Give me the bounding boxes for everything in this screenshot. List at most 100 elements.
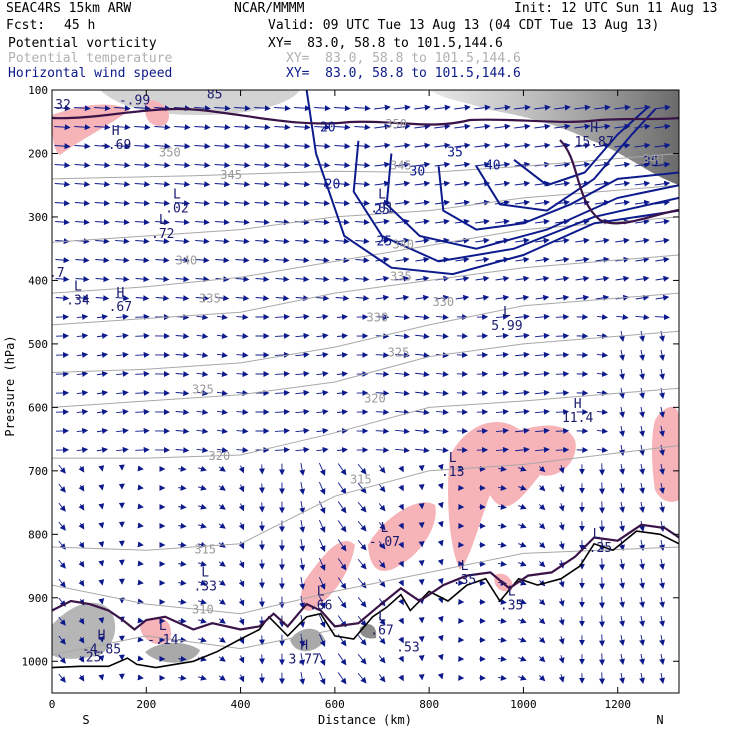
- wind-vector: [318, 595, 326, 609]
- wind-vector: [599, 653, 606, 666]
- forecast-label: Fcst:: [6, 18, 46, 33]
- wind-vector: [336, 333, 349, 339]
- wind-vector: [175, 447, 190, 454]
- wind-vector: [555, 351, 570, 358]
- wind-vector: [235, 276, 250, 283]
- wind-vector: [114, 143, 131, 150]
- pv-extremum-value: .13: [441, 465, 464, 480]
- wind-vector: [299, 463, 306, 476]
- y-tick-label: 100: [28, 84, 48, 97]
- wind-vector: [639, 349, 645, 361]
- theta-label: 330: [432, 295, 454, 309]
- wind-vector: [554, 104, 571, 111]
- wind-vector: [355, 257, 370, 264]
- wind-vector: [194, 200, 211, 207]
- wind-vector: [236, 409, 249, 416]
- wind-vector: [495, 332, 509, 339]
- wind-vector: [58, 464, 66, 474]
- wind-vector: [295, 408, 310, 415]
- wind-vector: [415, 314, 430, 321]
- theta-isentrope: [52, 292, 679, 373]
- wind-vector: [454, 180, 471, 187]
- endpoint-north: N: [656, 713, 663, 727]
- wind-vector: [336, 447, 349, 453]
- wind-vector: [596, 390, 609, 396]
- wind-vector: [514, 123, 531, 130]
- wind-vector: [235, 238, 250, 245]
- wind-vector: [337, 672, 347, 685]
- pv-extremum-symbol: H: [116, 286, 124, 301]
- wind-vector: [415, 218, 430, 225]
- wind-vector: [134, 105, 151, 112]
- wind-vector: [238, 541, 245, 550]
- wind-vector: [639, 482, 645, 494]
- pv-contour-label: .32: [47, 98, 70, 113]
- wind-vector: [258, 521, 265, 532]
- wind-vector: [515, 370, 530, 377]
- pv-extremum-value: 3.77: [289, 652, 320, 667]
- wind-vector: [254, 143, 271, 150]
- wind-vector: [558, 560, 565, 569]
- wind-vector: [275, 238, 290, 245]
- wind-vector: [635, 294, 650, 301]
- wind-vector: [498, 465, 507, 472]
- wind-vector: [98, 522, 105, 529]
- wind-vector: [178, 503, 187, 510]
- wind-vector: [54, 105, 71, 112]
- wind-vector: [615, 275, 630, 282]
- wind-vector: [255, 276, 270, 283]
- wind-vector: [555, 294, 570, 301]
- wind-vector: [574, 142, 591, 149]
- wind-vector: [216, 371, 228, 377]
- theta-isentrope: [52, 153, 679, 180]
- pv-extremum-value: -4.85: [82, 643, 121, 658]
- pv-extremum-symbol: H: [131, 80, 139, 95]
- wind-vector: [337, 520, 347, 533]
- wind-vector: [454, 104, 471, 111]
- wind-vector: [614, 161, 631, 168]
- wind-vector: [178, 560, 187, 567]
- wind-speed-label: 40: [485, 158, 501, 173]
- wind-vector: [596, 352, 609, 358]
- wind-vector: [494, 142, 511, 149]
- wind-vector: [378, 484, 386, 493]
- field-name-theta: Potential temperature: [8, 51, 173, 66]
- wind-vector: [315, 219, 330, 226]
- wind-vector: [395, 390, 410, 397]
- wind-vector: [538, 484, 546, 492]
- wind-vector: [218, 484, 226, 491]
- wind-vector: [619, 596, 625, 608]
- wind-vector: [215, 295, 230, 302]
- wind-vector: [197, 484, 207, 491]
- wind-vector: [175, 238, 190, 245]
- pv-extremum-value: -.69: [100, 138, 131, 153]
- wind-vector: [96, 333, 109, 339]
- wind-vector: [654, 142, 671, 149]
- wind-vector: [196, 428, 209, 435]
- wind-vector: [76, 313, 89, 320]
- wind-vector: [357, 558, 367, 570]
- wind-vector: [495, 370, 509, 377]
- wind-vector: [354, 181, 371, 188]
- wind-vector: [415, 428, 430, 435]
- theta-label: 325: [388, 346, 410, 360]
- wind-vector: [254, 105, 271, 112]
- wind-vector: [234, 181, 251, 188]
- wind-vector: [558, 674, 565, 683]
- pv-extremum-value: -.99: [119, 94, 150, 109]
- wind-vector: [135, 389, 150, 396]
- wind-vector: [255, 295, 270, 302]
- wind-vector: [299, 539, 306, 552]
- wind-vector: [655, 218, 670, 225]
- wind-vector: [75, 276, 90, 283]
- wind-vector: [315, 276, 330, 283]
- wind-vector: [436, 371, 449, 378]
- wind-vector: [375, 447, 390, 454]
- wind-vector: [98, 560, 105, 567]
- wind-vector: [336, 409, 349, 415]
- wind-vector: [299, 672, 306, 685]
- wind-vector: [218, 636, 226, 643]
- wind-vector: [75, 219, 90, 226]
- wind-vector: [238, 636, 245, 645]
- wind-vector: [76, 370, 89, 377]
